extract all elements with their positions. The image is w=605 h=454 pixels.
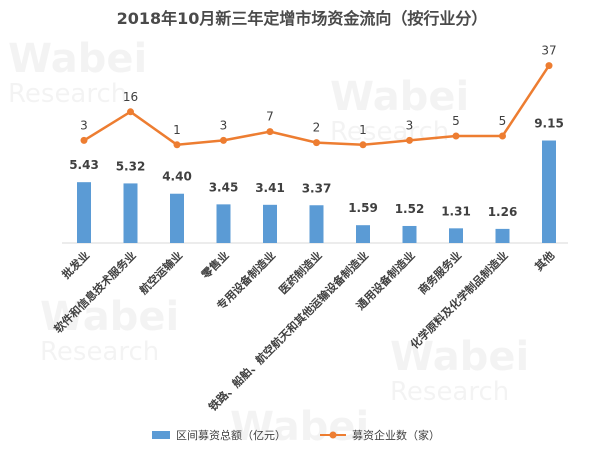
line-point-5 [313,139,320,147]
bar-value-labels: 5.43 5.32 4.40 3.45 3.41 3.37 1.59 1.52 1.31 1.26… [69,117,564,219]
line-point-4 [266,128,274,136]
bar-value-label-7: 1.52 [395,202,425,216]
line-value-label-4: 7 [266,110,274,124]
bar-value-label-5: 3.37 [302,181,332,195]
legend-bar-swatch [152,431,170,439]
line-point-8 [452,132,460,140]
bar-value-label-0: 5.43 [69,158,99,172]
line-value-label-5: 2 [313,121,321,135]
category-label-10: 其他 [532,248,557,273]
line-value-label-10: 37 [541,44,556,58]
category-label-0: 批发业 [59,248,92,281]
line-value-label-9: 5 [499,114,507,128]
watermark: Wabei Research Wabei Research Wabei Rese… [8,36,529,450]
line-point-9 [499,132,506,140]
bar-7 [402,225,417,243]
line-point-10 [545,62,553,70]
category-label-8: 商务服务业 [415,248,464,297]
svg-text:Research: Research [8,79,127,109]
category-label-2: 航空运输业 [136,248,185,297]
bar-value-label-1: 5.32 [116,159,146,173]
svg-text:Research: Research [40,337,159,367]
bar-value-label-10: 9.15 [534,117,564,131]
bar-value-label-2: 4.40 [162,170,192,184]
svg-text:Wabei: Wabei [8,36,147,82]
line-value-label-8: 5 [452,114,460,128]
bar-value-label-8: 1.31 [441,204,471,218]
bar-6 [356,225,370,243]
chart-title: 2018年10月新三年定增市场资金流向（按行业分） [117,9,488,28]
bar-3 [216,204,231,243]
bar-1 [123,183,138,243]
line-value-label-0: 3 [80,118,88,132]
legend-line-label: 募资企业数（家） [352,428,440,442]
category-label-5: 医药制造业 [276,248,325,297]
line-point-3 [220,136,227,144]
legend-bar-label: 区间募资总额（亿元） [176,428,286,442]
svg-text:Wabei: Wabei [390,334,529,380]
bar-value-label-3: 3.45 [209,180,239,194]
bar-4 [263,204,277,243]
bar-8 [449,228,463,243]
line-value-label-7: 3 [406,118,414,132]
bar-10 [542,140,556,243]
line-point-7 [406,136,413,144]
line-point-2 [173,141,181,149]
line-value-label-2: 1 [173,123,181,137]
legend: 区间募资总额（亿元） 募资企业数（家） [152,428,440,442]
bar-2 [170,193,184,243]
bar-series [77,140,556,243]
legend-line-marker [329,431,337,439]
line-value-label-1: 16 [123,90,138,104]
svg-text:Wabei: Wabei [330,74,469,120]
svg-text:Wabei: Wabei [40,294,179,340]
svg-text:Research: Research [390,377,509,407]
line-point-0 [80,136,88,144]
svg-text:Wabei: Wabei [230,404,369,450]
category-label-3: 零售业 [198,248,232,282]
category-label-6: 铁路、船舶、航空航天和其他运输设备制造业 [206,248,371,413]
bar-value-label-6: 1.59 [348,201,378,215]
bar-9 [495,228,510,243]
line-value-label-3: 3 [220,118,228,132]
bar-5 [309,205,324,243]
line-point-1 [127,108,134,116]
bar-0 [77,182,91,243]
bar-value-label-9: 1.26 [488,205,518,219]
bar-value-label-4: 3.41 [255,181,285,195]
line-point-6 [359,141,367,149]
line-value-label-6: 1 [359,123,367,137]
